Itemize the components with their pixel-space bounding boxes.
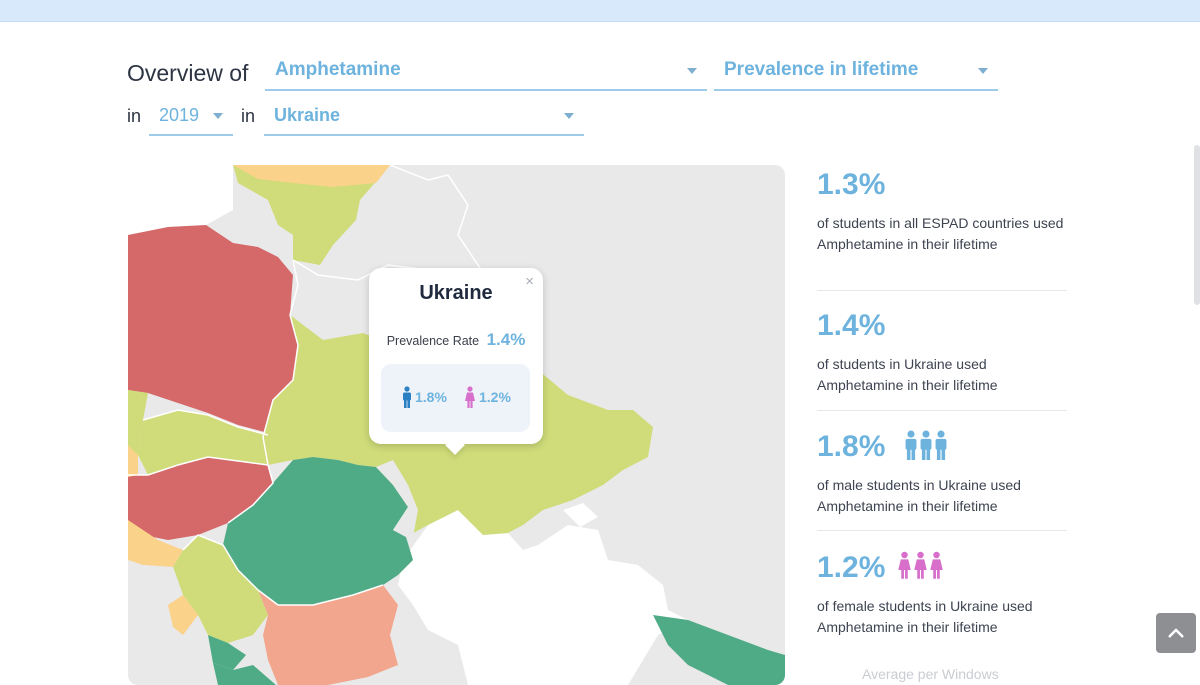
tooltip-male-value: 1.8%	[415, 389, 447, 405]
country-lithuania[interactable]	[233, 165, 390, 265]
chevron-up-icon	[1168, 628, 1184, 638]
country-austria[interactable]	[128, 445, 138, 477]
country-serbia[interactable]	[173, 535, 268, 643]
substance-select[interactable]: Amphetamine	[265, 55, 707, 91]
stat-value: 1.2%	[817, 551, 886, 584]
overview-of-label: Overview of	[127, 60, 249, 86]
country-select[interactable]: Ukraine	[264, 100, 584, 136]
divider	[817, 530, 1067, 531]
country-select-value: Ukraine	[274, 105, 341, 125]
tooltip-female: 1.2%	[464, 386, 511, 408]
close-icon[interactable]: ×	[525, 273, 534, 290]
poland-belarus-border	[289, 259, 299, 316]
country-tooltip: × Ukraine Prevalence Rate 1.4% 1.8% 1.2%	[369, 268, 543, 455]
country-bulgaria[interactable]	[258, 585, 398, 685]
country-bosnia[interactable]	[128, 560, 183, 610]
female-person-icon	[898, 551, 911, 579]
female-people-icons	[897, 550, 944, 580]
stat-description: of students in Ukraine used Amphetamine …	[817, 356, 998, 393]
stat-value: 1.8%	[817, 430, 886, 463]
chevron-down-icon	[978, 68, 988, 74]
chevron-down-icon	[564, 113, 574, 119]
stat-description: of students in all ESPAD countries used …	[817, 215, 1064, 252]
country-georgia[interactable]	[653, 615, 785, 685]
divider	[817, 290, 1067, 291]
male-person-icon	[920, 430, 932, 460]
country-montenegro[interactable]	[168, 595, 198, 635]
year-select[interactable]: 2019	[149, 100, 233, 136]
country-croatia[interactable]	[128, 520, 183, 567]
male-person-icon	[403, 386, 411, 408]
measure-select-value: Prevalence in lifetime	[724, 59, 919, 80]
tooltip-rate-value: 1.4%	[486, 330, 526, 349]
tooltip-rate-label: Prevalence Rate	[386, 334, 480, 348]
tooltip-gender-box: 1.8% 1.2%	[381, 364, 530, 432]
male-person-icon	[935, 430, 947, 460]
scroll-to-top-button[interactable]	[1156, 613, 1196, 653]
in-label: in	[127, 106, 142, 126]
truncated-next-stat: Average per Windows	[862, 666, 999, 682]
stat-value: 1.4%	[817, 309, 886, 342]
top-banner	[0, 0, 1200, 22]
country-romania[interactable]	[223, 457, 413, 605]
country-kosovo[interactable]	[208, 635, 246, 670]
baltic-sea	[128, 165, 233, 235]
country-latvia[interactable]	[233, 165, 390, 187]
black-sea	[398, 510, 688, 685]
country-hungary[interactable]	[128, 457, 273, 540]
tooltip-male: 1.8%	[402, 386, 447, 408]
male-person-icon	[905, 430, 917, 460]
substance-select-value: Amphetamine	[275, 59, 401, 80]
male-people-icons	[904, 430, 948, 460]
female-person-icon	[465, 386, 475, 408]
country-czechia[interactable]	[128, 390, 148, 465]
country-borders	[128, 314, 384, 606]
country-moldova[interactable]	[376, 460, 418, 537]
stat-description: of male students in Ukraine used Ampheta…	[817, 477, 1021, 514]
page-scrollbar[interactable]	[1194, 145, 1200, 305]
tooltip-country-name: Ukraine	[419, 282, 493, 304]
tooltip-rate-row: Prevalence Rate 1.4%	[369, 330, 543, 350]
in-label: in	[241, 106, 256, 126]
chevron-down-icon	[213, 113, 223, 119]
chevron-down-icon	[687, 68, 697, 74]
measure-select[interactable]: Prevalence in lifetime	[714, 55, 998, 91]
tooltip-female-value: 1.2%	[479, 389, 511, 405]
stat-description: of female students in Ukraine used Amphe…	[817, 598, 1033, 635]
stat-value: 1.3%	[817, 168, 886, 201]
crimea-sea-gap	[563, 503, 598, 527]
year-select-value: 2019	[159, 105, 200, 125]
female-person-icon	[914, 551, 927, 579]
female-person-icon	[930, 551, 943, 579]
divider	[817, 410, 1067, 411]
country-poland[interactable]	[128, 225, 298, 433]
